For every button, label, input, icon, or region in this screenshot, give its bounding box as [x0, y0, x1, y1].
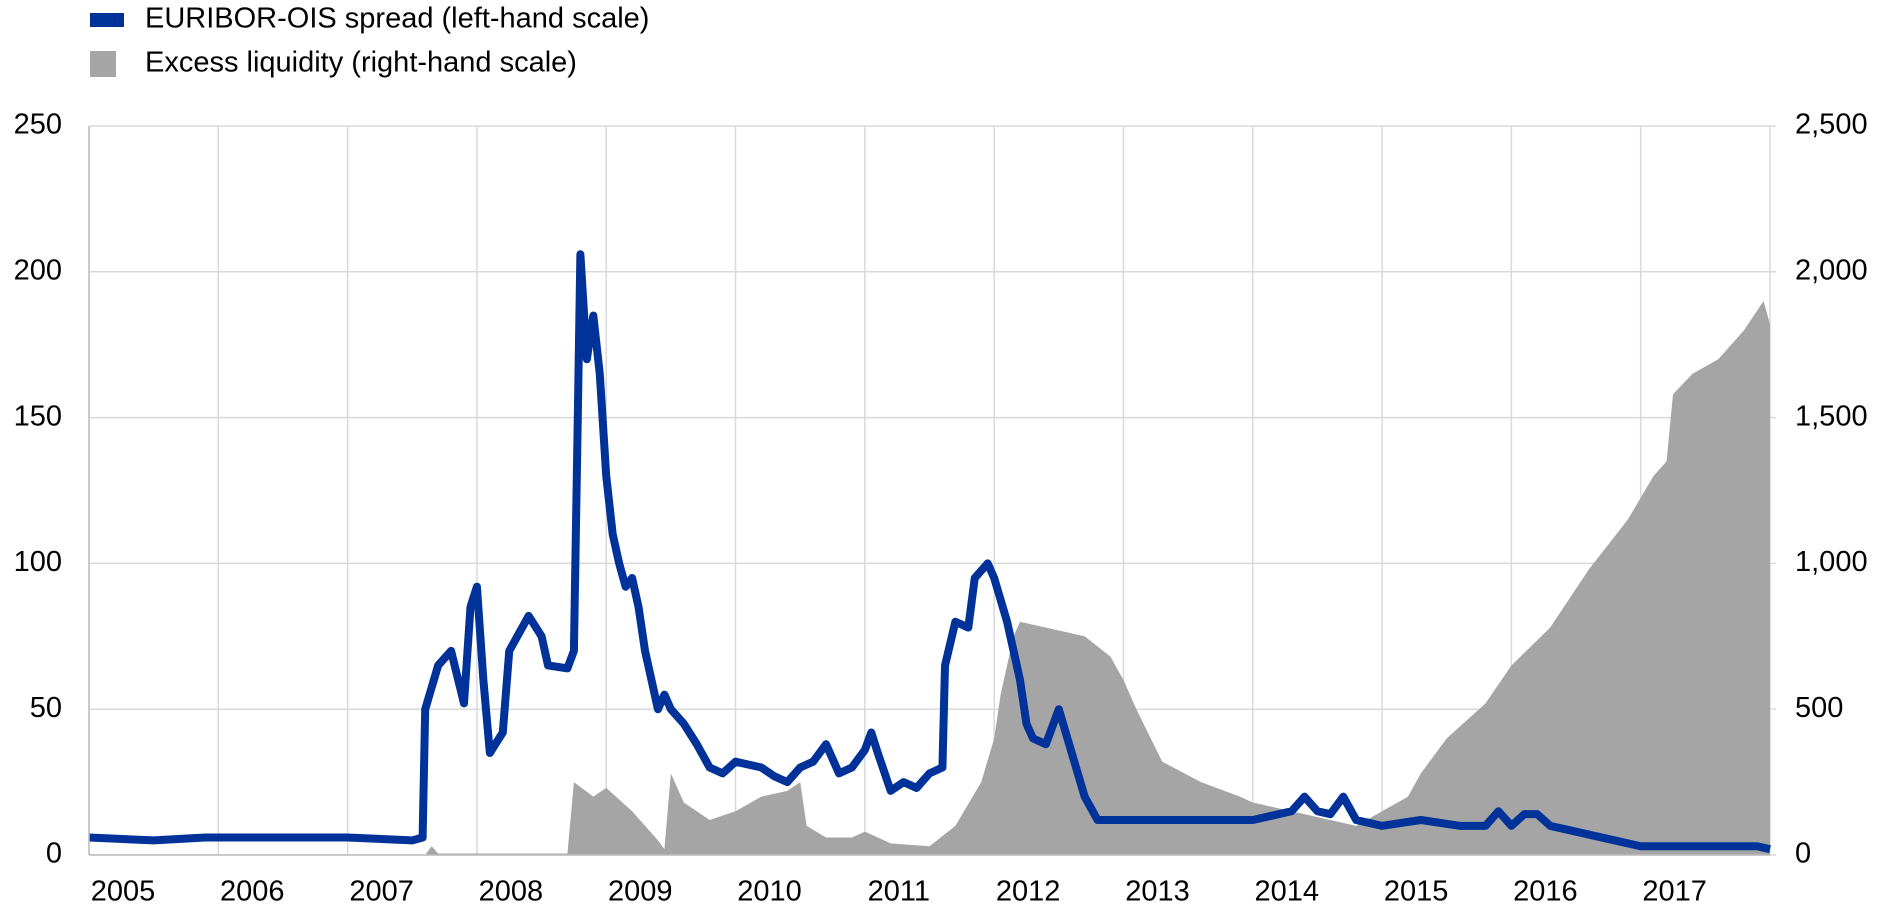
y-tick-label: 0	[46, 838, 62, 870]
y2-tick-label: 2,500	[1795, 109, 1868, 141]
legend-label: Excess liquidity (right-hand scale)	[145, 47, 577, 79]
y2-tick-label: 1,500	[1795, 400, 1868, 432]
area	[89, 300, 1770, 856]
legend-label: EURIBOR-OIS spread (left-hand scale)	[145, 3, 649, 35]
line	[88, 250, 1771, 854]
x-tick-label: 2007	[349, 876, 414, 908]
x-tick-label: 2017	[1642, 876, 1707, 908]
y2-tick-label: 2,000	[1795, 254, 1868, 286]
y-tick-label: 100	[14, 546, 62, 578]
y2-tick-label: 1,000	[1795, 546, 1868, 578]
y-tick-label: 200	[14, 254, 62, 286]
legend-swatch	[90, 51, 116, 77]
x-tick-label: 2013	[1125, 876, 1190, 908]
y2-tick-label: 500	[1795, 692, 1843, 724]
x-tick-label: 2014	[1255, 876, 1320, 908]
x-tick-label: 2012	[996, 876, 1061, 908]
x-tick-label: 2016	[1513, 876, 1578, 908]
y2-tick-label: 0	[1795, 838, 1811, 870]
x-tick-label: 2011	[868, 876, 930, 908]
x-tick-label: 2015	[1384, 876, 1449, 908]
x-tick-label: 2005	[91, 876, 156, 908]
y-tick-label: 50	[30, 692, 62, 724]
x-tick-label: 2010	[737, 876, 802, 908]
x-tick-label: 2006	[220, 876, 285, 908]
x-tick-label: 2009	[608, 876, 673, 908]
legend-swatch	[90, 13, 124, 27]
x-tick-label: 2008	[479, 876, 544, 908]
y-tick-label: 250	[14, 109, 62, 141]
y-tick-label: 150	[14, 400, 62, 432]
